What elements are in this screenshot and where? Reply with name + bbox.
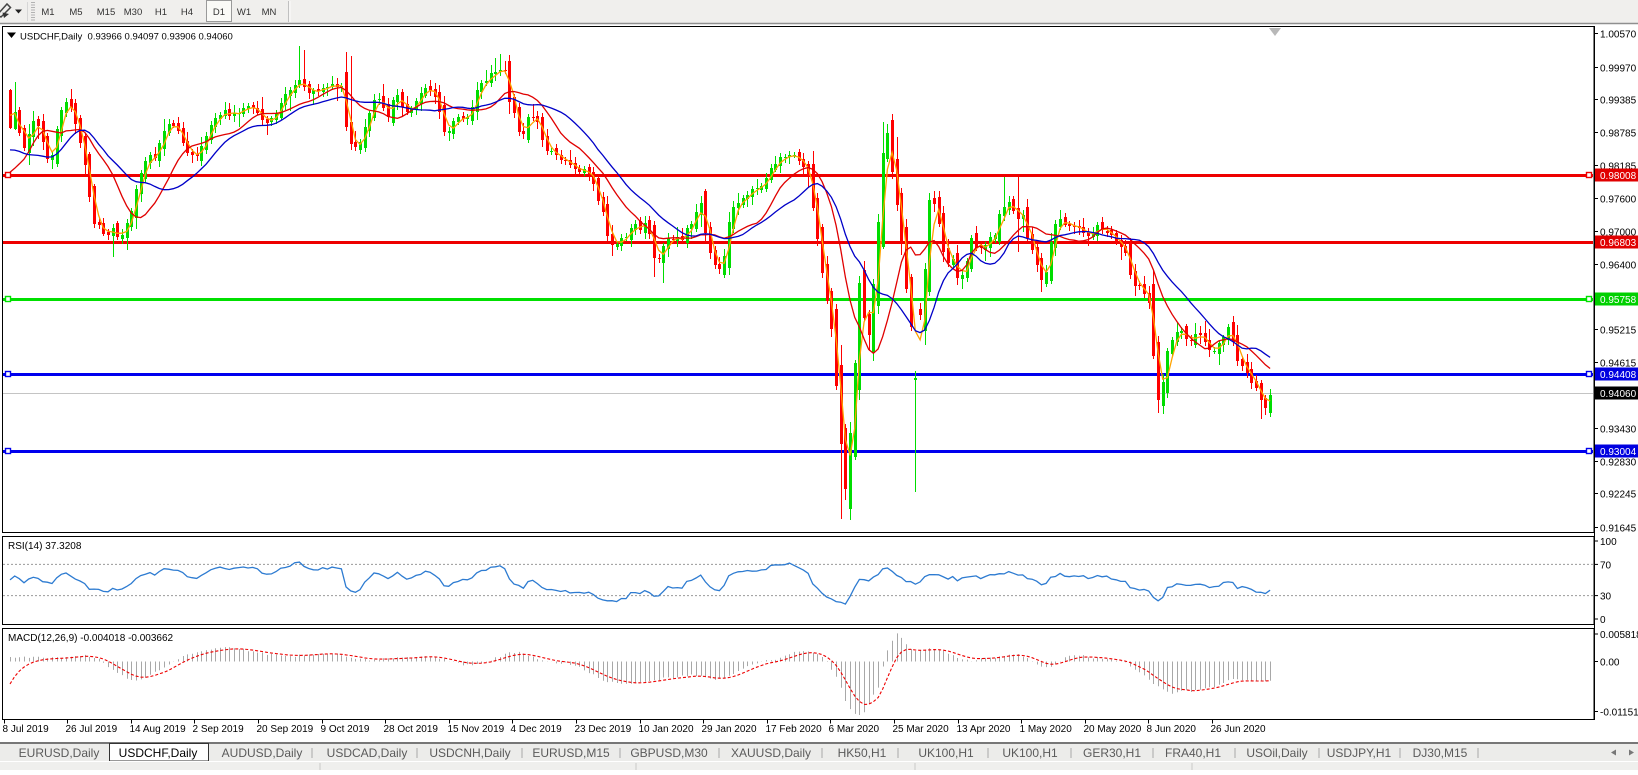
svg-text:0.95758: 0.95758 (1600, 295, 1637, 306)
svg-text:EURUSD,M15: EURUSD,M15 (532, 746, 610, 760)
svg-text:USOil,Daily: USOil,Daily (1246, 746, 1307, 760)
svg-text:XAUUSD,Daily: XAUUSD,Daily (731, 746, 811, 760)
svg-text:10 Jan 2020: 10 Jan 2020 (639, 724, 694, 735)
svg-text:9 Oct 2019: 9 Oct 2019 (321, 724, 370, 735)
svg-text:-0.011514: -0.011514 (1600, 708, 1638, 719)
svg-text:USDCHF,Daily 0.93966 0.94097: USDCHF,Daily 0.93966 0.94097 0.93906 0.9… (20, 32, 233, 43)
svg-text:H4: H4 (181, 7, 193, 18)
svg-text:0.97600: 0.97600 (1600, 195, 1637, 206)
svg-text:1 May 2020: 1 May 2020 (1020, 724, 1073, 735)
svg-text:100: 100 (1600, 537, 1617, 548)
svg-text:13 Apr 2020: 13 Apr 2020 (957, 724, 1011, 735)
svg-text:25 Mar 2020: 25 Mar 2020 (893, 724, 950, 735)
svg-text:0.92830: 0.92830 (1600, 458, 1637, 469)
svg-text:0.00: 0.00 (1600, 658, 1620, 669)
svg-text:23 Dec 2019: 23 Dec 2019 (575, 724, 632, 735)
svg-text:M15: M15 (97, 7, 115, 18)
svg-text:MACD(12,26,9) -0.004018 -0.003: MACD(12,26,9) -0.004018 -0.003662 (8, 633, 174, 644)
svg-text:20 Sep 2019: 20 Sep 2019 (257, 724, 314, 735)
svg-text:8 Jun 2020: 8 Jun 2020 (1147, 724, 1197, 735)
svg-text:0.92245: 0.92245 (1600, 490, 1637, 501)
svg-text:USDCNH,Daily: USDCNH,Daily (429, 746, 510, 760)
svg-text:M5: M5 (69, 7, 82, 18)
svg-text:0.94060: 0.94060 (1600, 389, 1637, 400)
svg-text:UK100,H1: UK100,H1 (1002, 746, 1058, 760)
svg-text:DJ30,M15: DJ30,M15 (1413, 746, 1468, 760)
svg-text:EURUSD,Daily: EURUSD,Daily (19, 746, 100, 760)
svg-text:USDCAD,Daily: USDCAD,Daily (327, 746, 408, 760)
svg-text:FRA40,H1: FRA40,H1 (1165, 746, 1221, 760)
svg-text:W1: W1 (237, 7, 251, 18)
svg-text:0: 0 (1600, 615, 1606, 626)
svg-text:14 Aug 2019: 14 Aug 2019 (130, 724, 187, 735)
svg-text:26 Jun 2020: 26 Jun 2020 (1211, 724, 1266, 735)
svg-text:UK100,H1: UK100,H1 (918, 746, 974, 760)
svg-text:GBPUSD,M30: GBPUSD,M30 (630, 746, 708, 760)
svg-text:20 May 2020: 20 May 2020 (1084, 724, 1142, 735)
svg-text:30: 30 (1600, 592, 1612, 603)
svg-text:GER30,H1: GER30,H1 (1083, 746, 1141, 760)
svg-text:0.95215: 0.95215 (1600, 326, 1637, 337)
svg-text:8 Jul 2019: 8 Jul 2019 (3, 724, 50, 735)
svg-text:26 Jul 2019: 26 Jul 2019 (66, 724, 118, 735)
svg-text:0.97000: 0.97000 (1600, 228, 1637, 239)
svg-text:0.98785: 0.98785 (1600, 129, 1637, 140)
svg-text:M1: M1 (41, 7, 54, 18)
svg-text:0.94408: 0.94408 (1600, 370, 1637, 381)
svg-text:0.99970: 0.99970 (1600, 64, 1637, 75)
svg-text:0.93004: 0.93004 (1600, 447, 1637, 458)
svg-text:0.96803: 0.96803 (1600, 238, 1637, 249)
svg-text:0.93430: 0.93430 (1600, 425, 1637, 436)
svg-text:2 Sep 2019: 2 Sep 2019 (193, 724, 245, 735)
svg-text:15 Nov 2019: 15 Nov 2019 (448, 724, 505, 735)
svg-text:0.94615: 0.94615 (1600, 359, 1637, 370)
svg-text:17 Feb 2020: 17 Feb 2020 (766, 724, 823, 735)
svg-text:29 Jan 2020: 29 Jan 2020 (702, 724, 757, 735)
svg-text:HK50,H1: HK50,H1 (838, 746, 887, 760)
svg-text:0.96400: 0.96400 (1600, 261, 1637, 272)
svg-text:28 Oct 2019: 28 Oct 2019 (384, 724, 439, 735)
svg-text:0.91645: 0.91645 (1600, 524, 1637, 535)
svg-text:4 Dec 2019: 4 Dec 2019 (511, 724, 563, 735)
svg-text:6 Mar 2020: 6 Mar 2020 (829, 724, 880, 735)
svg-text:M30: M30 (124, 7, 142, 18)
svg-text:USDJPY,H1: USDJPY,H1 (1327, 746, 1392, 760)
svg-text:70: 70 (1600, 560, 1612, 571)
svg-text:0.98185: 0.98185 (1600, 162, 1637, 173)
svg-text:USDCHF,Daily: USDCHF,Daily (119, 746, 198, 760)
svg-text:0.98008: 0.98008 (1600, 171, 1637, 182)
svg-text:H1: H1 (155, 7, 167, 18)
svg-text:RSI(14) 37.3208: RSI(14) 37.3208 (8, 541, 82, 552)
svg-text:0.99385: 0.99385 (1600, 96, 1637, 107)
svg-text:MN: MN (262, 7, 277, 18)
svg-text:AUDUSD,Daily: AUDUSD,Daily (222, 746, 303, 760)
svg-text:D1: D1 (213, 7, 225, 18)
svg-text:0.005818: 0.005818 (1600, 630, 1638, 641)
svg-text:1.00570: 1.00570 (1600, 30, 1637, 41)
